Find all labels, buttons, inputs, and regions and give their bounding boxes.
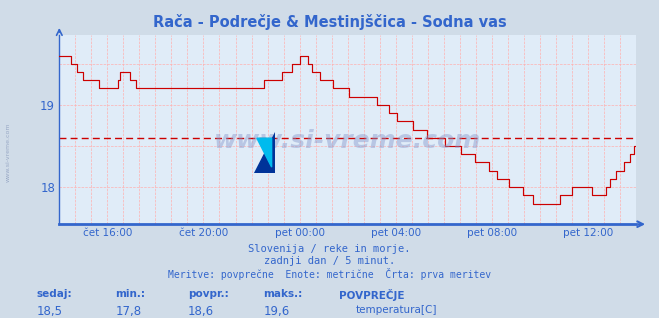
Text: 17,8: 17,8 (115, 305, 142, 318)
Text: Slovenija / reke in morje.: Slovenija / reke in morje. (248, 244, 411, 254)
Text: zadnji dan / 5 minut.: zadnji dan / 5 minut. (264, 256, 395, 266)
Text: POVPREČJE: POVPREČJE (339, 289, 405, 301)
Text: Rača - Podrečje & Mestinjščica - Sodna vas: Rača - Podrečje & Mestinjščica - Sodna v… (153, 14, 506, 30)
Polygon shape (254, 132, 275, 173)
Text: www.si-vreme.com: www.si-vreme.com (5, 123, 11, 183)
Text: 19,6: 19,6 (264, 305, 290, 318)
Text: min.:: min.: (115, 289, 146, 299)
Text: www.si-vreme.com: www.si-vreme.com (214, 129, 481, 153)
Text: 18,5: 18,5 (36, 305, 62, 318)
Text: sedaj:: sedaj: (36, 289, 72, 299)
Polygon shape (257, 138, 272, 167)
Text: povpr.:: povpr.: (188, 289, 229, 299)
Text: Meritve: povprečne  Enote: metrične  Črta: prva meritev: Meritve: povprečne Enote: metrične Črta:… (168, 268, 491, 280)
Text: temperatura[C]: temperatura[C] (356, 305, 438, 315)
Text: 18,6: 18,6 (188, 305, 214, 318)
Text: maks.:: maks.: (264, 289, 303, 299)
